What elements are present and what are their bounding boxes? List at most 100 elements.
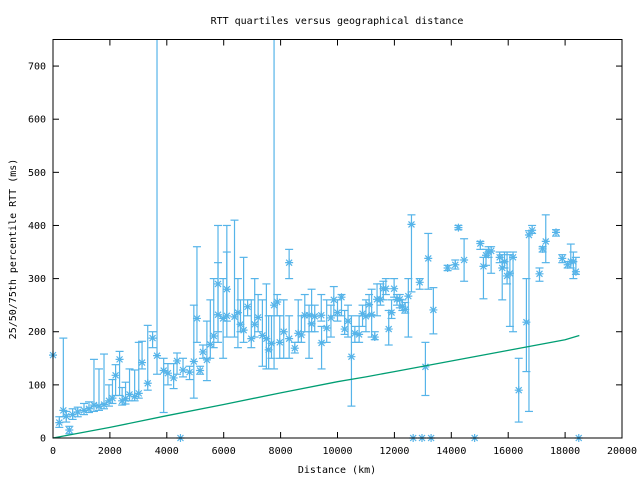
data-point — [148, 331, 157, 349]
median-marker — [100, 400, 109, 409]
median-marker — [487, 246, 496, 255]
x-tick-label: 20000 — [607, 446, 637, 457]
median-marker — [571, 267, 580, 276]
median-marker — [297, 330, 306, 339]
median-marker — [454, 223, 463, 232]
median-marker — [370, 333, 379, 342]
x-tick-label: 2000 — [98, 446, 122, 457]
x-tick-label: 14000 — [436, 446, 466, 457]
median-marker — [404, 292, 413, 301]
data-point — [192, 246, 201, 343]
data-point — [398, 299, 407, 312]
data-point — [275, 315, 284, 359]
data-point — [89, 358, 98, 413]
data-point — [62, 410, 71, 423]
median-marker — [55, 418, 64, 427]
median-marker — [340, 325, 349, 334]
data-point — [495, 251, 504, 264]
median-marker — [344, 317, 353, 326]
x-tick-label: 12000 — [379, 446, 409, 457]
x-tick-label: 6000 — [212, 446, 236, 457]
median-marker — [285, 334, 294, 343]
median-marker — [443, 263, 452, 272]
data-point — [340, 309, 349, 335]
median-marker — [390, 284, 399, 293]
median-marker — [401, 305, 410, 314]
median-marker — [538, 244, 547, 253]
median-marker — [134, 389, 143, 398]
median-marker — [429, 305, 438, 314]
data-point — [130, 369, 139, 402]
median-marker — [239, 326, 248, 335]
median-marker — [522, 318, 531, 327]
data-point — [243, 299, 252, 317]
median-marker — [118, 396, 127, 405]
median-marker — [250, 320, 259, 329]
median-marker — [243, 302, 252, 311]
y-tick-label: 500 — [28, 168, 46, 179]
median-marker — [73, 407, 82, 416]
median-marker — [153, 351, 162, 360]
data-point — [370, 331, 379, 342]
median-marker — [189, 357, 198, 366]
data-point — [317, 325, 326, 370]
data-point — [551, 228, 560, 237]
median-marker — [267, 339, 276, 348]
median-marker — [365, 300, 374, 309]
median-marker — [381, 284, 390, 293]
median-marker — [159, 366, 168, 375]
median-marker — [415, 278, 424, 287]
median-marker — [387, 308, 396, 317]
data-point — [179, 357, 188, 378]
data-point — [134, 341, 143, 399]
x-tick-label: 16000 — [493, 446, 523, 457]
median-marker — [495, 253, 504, 262]
median-marker — [322, 324, 331, 333]
data-point — [159, 357, 168, 414]
data-point — [279, 299, 288, 359]
axis-ticks: 0 2000 4000 6000 8000 10000 12000 14000 16000 180… — [28, 39, 637, 457]
median-marker — [398, 302, 407, 311]
data-point — [541, 214, 550, 264]
median-marker — [206, 340, 215, 349]
y-axis-label: 25/50/75th percentile RTT (ms) — [8, 159, 19, 340]
median-marker — [317, 338, 326, 347]
data-point — [196, 365, 205, 375]
plot-frame — [52, 39, 623, 439]
data-point — [68, 408, 77, 421]
data-point — [84, 401, 93, 414]
data-point — [219, 278, 228, 359]
median-marker — [285, 258, 294, 267]
median-marker — [528, 226, 537, 235]
data-point — [387, 299, 396, 320]
data-point — [104, 384, 113, 407]
data-point — [451, 259, 460, 270]
median-marker — [305, 311, 314, 320]
chart-title: RTT quartiles versus geographical distan… — [211, 16, 464, 27]
median-marker — [262, 334, 271, 343]
data-point — [95, 368, 104, 411]
median-marker — [275, 338, 284, 347]
y-tick-label: 100 — [28, 380, 46, 391]
median-marker — [65, 426, 74, 435]
median-marker — [84, 404, 93, 413]
data-point — [198, 344, 207, 359]
median-marker — [59, 406, 68, 415]
median-marker — [569, 257, 578, 266]
data-point — [460, 238, 469, 282]
median-marker — [279, 327, 288, 336]
median-marker — [222, 311, 231, 320]
median-marker — [294, 329, 303, 338]
data-point — [454, 223, 463, 232]
median-marker — [219, 314, 228, 323]
data-point — [169, 363, 178, 390]
data-point — [153, 39, 162, 375]
data-point — [100, 353, 109, 410]
median-marker — [541, 237, 550, 246]
median-marker — [108, 394, 117, 403]
y-tick-label: 400 — [28, 221, 46, 232]
median-marker — [307, 319, 316, 328]
median-marker — [233, 308, 242, 317]
data-point — [347, 315, 356, 407]
median-marker — [421, 362, 430, 371]
